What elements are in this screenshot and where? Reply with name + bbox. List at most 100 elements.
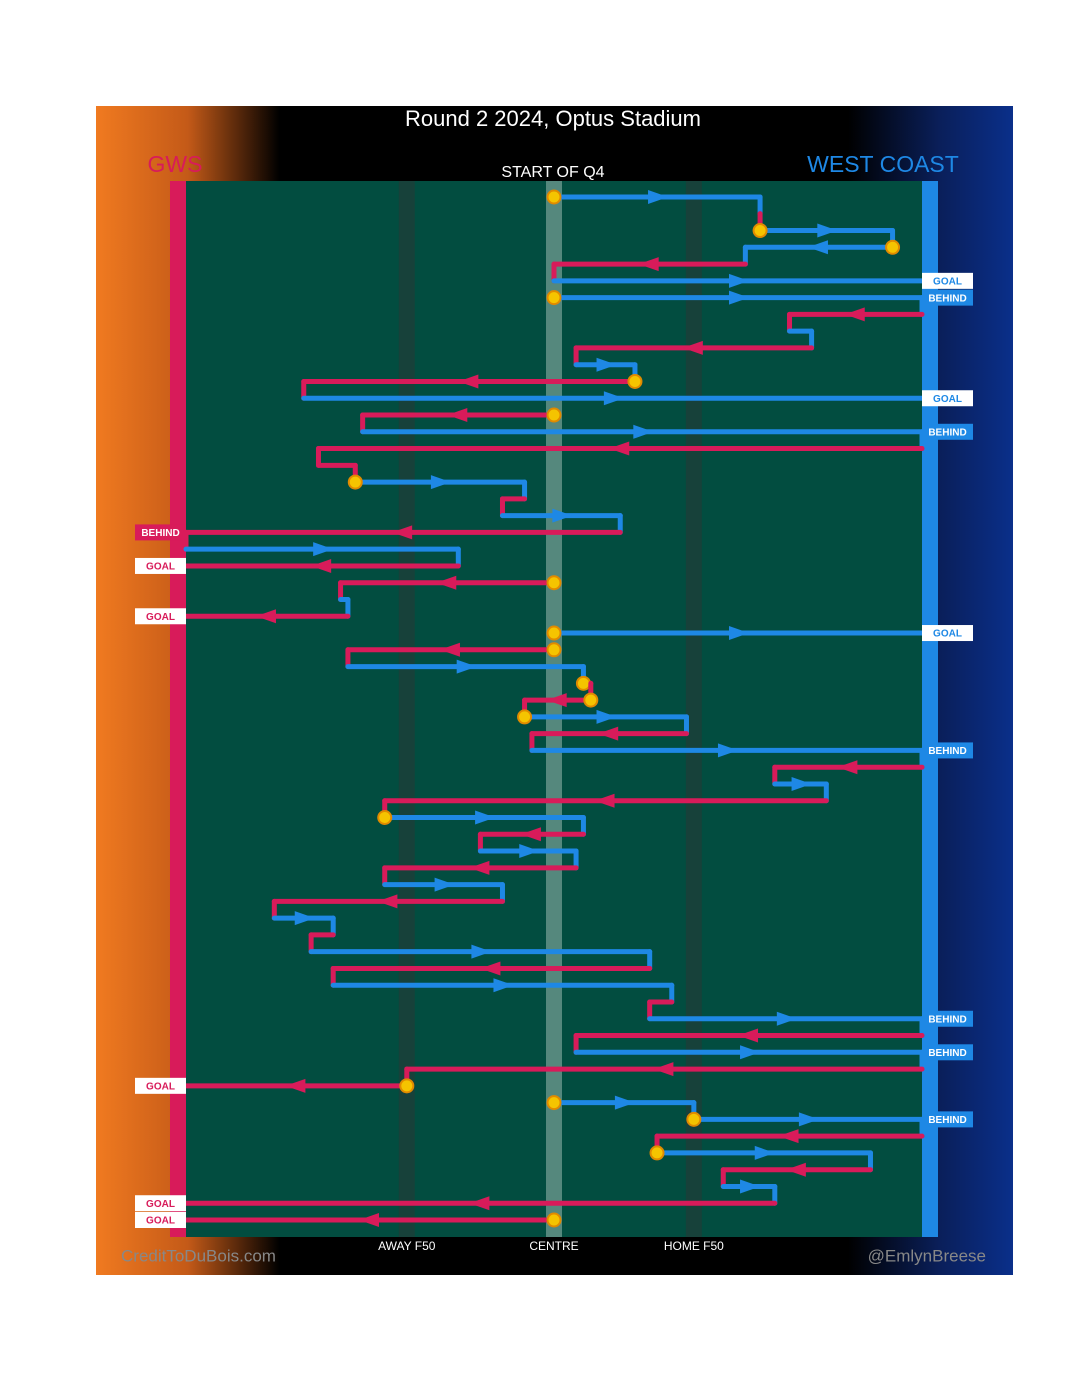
direction-arrow <box>682 340 703 355</box>
stoppage-dot <box>546 1212 562 1228</box>
direction-arrow <box>778 1129 799 1144</box>
direction-arrow <box>817 223 838 238</box>
x-tick-label: CENTRE <box>529 1239 578 1253</box>
stoppage-dot <box>627 373 643 389</box>
direction-arrow <box>359 1213 379 1227</box>
direction-arrow <box>596 357 617 372</box>
direction-arrow <box>434 877 455 892</box>
result-label: GOAL <box>146 612 175 623</box>
x-tick-label: AWAY F50 <box>378 1239 436 1253</box>
chart-title: Round 2 2024, Optus Stadium <box>405 106 701 131</box>
direction-arrow <box>480 961 501 976</box>
result-label-box <box>922 625 973 642</box>
result-label: BEHIND <box>928 427 966 438</box>
direction-arrow <box>493 978 514 993</box>
direction-arrow <box>471 944 492 959</box>
result-label: GOAL <box>146 1216 175 1227</box>
result-label: BEHIND <box>928 1014 966 1025</box>
direction-arrow <box>392 525 413 540</box>
direction-arrow <box>638 257 659 272</box>
direction-arrow <box>436 575 457 590</box>
result-label: GOAL <box>933 629 962 640</box>
direction-arrow <box>520 827 541 842</box>
direction-arrow <box>729 273 749 288</box>
field-band <box>685 181 702 1237</box>
direction-arrow <box>469 1196 490 1211</box>
direction-arrow <box>754 1145 775 1160</box>
direction-arrow <box>791 776 812 791</box>
stoppage-dot <box>546 575 562 591</box>
direction-arrow <box>294 911 315 926</box>
goal-bar <box>922 181 938 1237</box>
direction-arrow <box>738 1028 759 1043</box>
direction-arrow <box>717 743 738 758</box>
stoppage-dot <box>377 810 393 826</box>
direction-arrow <box>377 894 398 909</box>
stoppage-dot <box>885 239 901 255</box>
result-label: BEHIND <box>141 528 179 539</box>
team-name: GWS <box>148 151 203 177</box>
direction-arrow <box>729 626 749 641</box>
direction-arrow <box>594 793 615 808</box>
direction-arrow <box>519 844 540 859</box>
stoppage-dot <box>583 692 599 708</box>
direction-arrow <box>447 408 468 423</box>
stoppage-dot <box>399 1078 415 1094</box>
x-tick-label: HOME F50 <box>664 1239 724 1253</box>
direction-arrow <box>729 290 749 305</box>
stoppage-dot <box>575 675 591 691</box>
stoppage-dot <box>686 1111 702 1127</box>
result-label-box <box>922 289 973 306</box>
direction-arrow <box>648 190 669 204</box>
direction-arrow <box>469 860 490 875</box>
result-label: BEHIND <box>928 293 966 304</box>
direction-arrow <box>475 810 496 825</box>
result-label-box <box>922 1044 973 1061</box>
result-label: GOAL <box>933 276 962 287</box>
result-label-box <box>135 608 186 625</box>
stoppage-dot <box>546 625 562 641</box>
result-label-box <box>135 524 186 541</box>
direction-arrow <box>313 542 334 557</box>
result-label: BEHIND <box>928 1115 966 1126</box>
result-label-box <box>922 423 973 440</box>
credit: CreditToDuBois.com <box>121 1246 276 1265</box>
result-label-box <box>135 1077 186 1094</box>
direction-arrow <box>603 391 624 406</box>
direction-arrow <box>798 1112 819 1127</box>
direction-arrow <box>837 760 858 775</box>
stoppage-dot <box>546 642 562 658</box>
direction-arrow <box>458 374 479 389</box>
result-label-box <box>922 742 973 759</box>
stoppage-dot <box>546 290 562 306</box>
direction-arrow <box>285 1078 306 1093</box>
result-label-box <box>922 272 973 289</box>
direction-arrow <box>633 424 654 439</box>
credit: @EmlynBreese <box>868 1246 986 1265</box>
direction-arrow <box>552 508 573 523</box>
goal-bar <box>170 181 186 1237</box>
direction-arrow <box>609 441 630 456</box>
result-label: GOAL <box>146 1081 175 1092</box>
result-label-box <box>135 1212 186 1228</box>
result-label-box <box>922 1111 973 1128</box>
field-band <box>398 181 415 1237</box>
direction-arrow <box>439 642 460 657</box>
direction-arrow <box>740 1179 761 1194</box>
direction-arrow <box>255 609 276 624</box>
stoppage-dot <box>517 709 533 725</box>
team-name: WEST COAST <box>807 151 959 177</box>
result-label-box <box>135 1195 186 1212</box>
direction-arrow <box>807 240 828 255</box>
direction-arrow <box>598 726 619 741</box>
stoppage-dot <box>752 223 768 239</box>
result-label: GOAL <box>933 394 962 405</box>
result-label-box <box>922 390 973 407</box>
subtitle: START OF Q4 <box>501 164 604 181</box>
result-label-box <box>135 557 186 574</box>
direction-arrow <box>653 1062 674 1077</box>
stoppage-dot <box>347 474 363 490</box>
result-label-box <box>922 1010 973 1027</box>
direction-arrow <box>596 709 617 724</box>
result-label: GOAL <box>146 562 175 573</box>
